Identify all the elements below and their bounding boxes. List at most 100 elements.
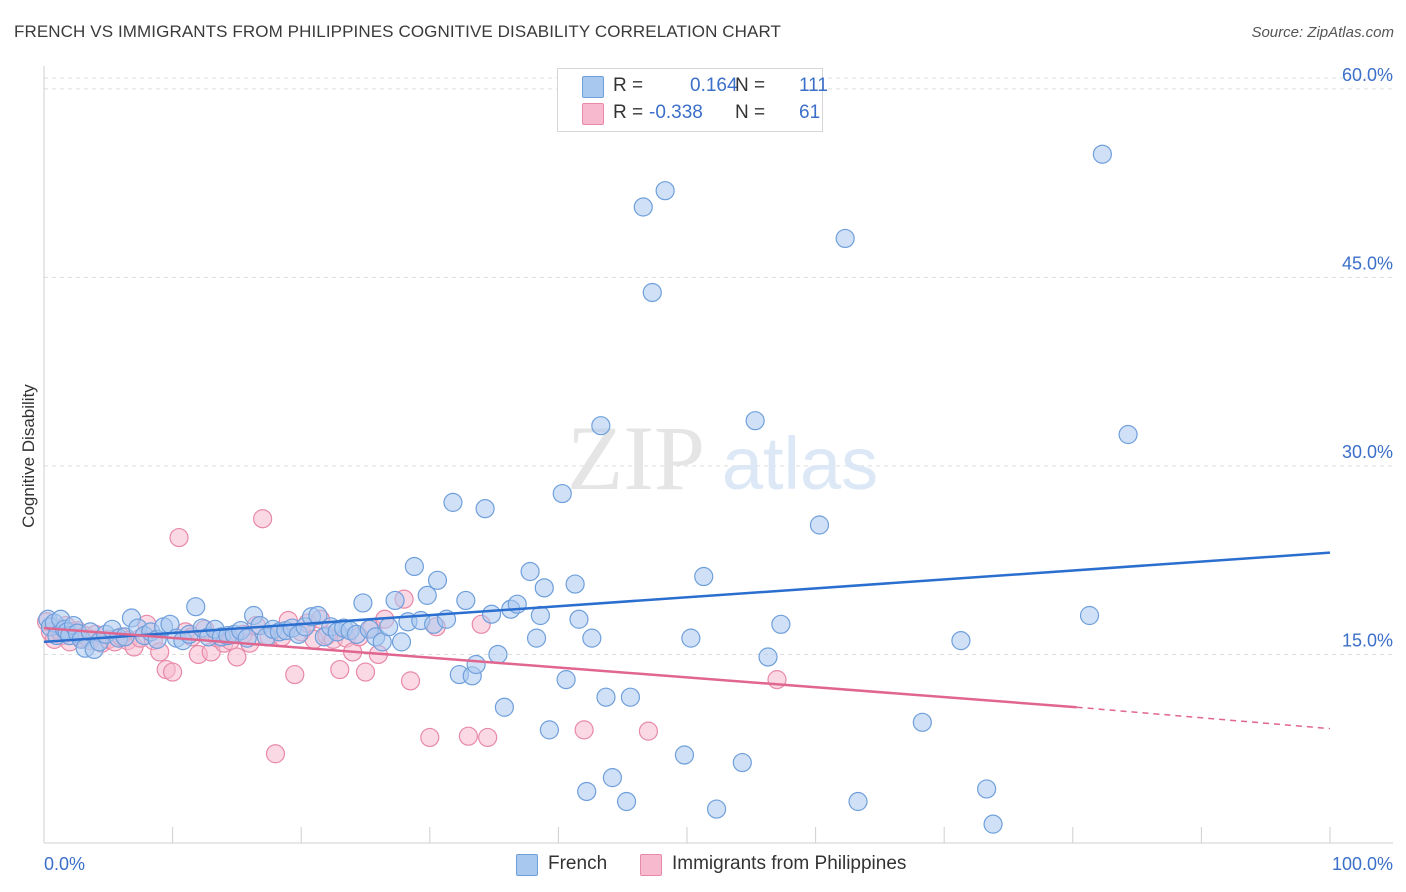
- bottom-legend-swatch-french: [516, 854, 538, 876]
- french-point: [443, 492, 463, 512]
- french-point: [569, 609, 589, 629]
- philippines-point: [638, 721, 659, 741]
- french-trend-line: [43, 551, 1331, 644]
- y-tick-label: 45.0%: [1342, 253, 1393, 273]
- french-point: [539, 720, 559, 740]
- philippines-point: [285, 664, 305, 685]
- philippines-trend-line: [43, 626, 1077, 709]
- french-point: [706, 799, 727, 819]
- french-point: [456, 590, 476, 611]
- french-point: [404, 556, 424, 577]
- french-point: [620, 687, 641, 707]
- correlation-legend: R = 0.164 N = 111 R = -0.338 N = 61: [557, 68, 828, 132]
- french-point: [758, 647, 778, 667]
- y-tick-label: 60.0%: [1342, 65, 1393, 85]
- french-point: [602, 768, 623, 788]
- y-axis-label: Cognitive Disability: [19, 384, 38, 528]
- french-point: [475, 499, 495, 519]
- french-point: [552, 483, 572, 504]
- french-point: [385, 590, 405, 611]
- french-point: [526, 628, 547, 648]
- philippines-point: [355, 662, 376, 682]
- legend-r-value-philippines: -0.338: [649, 102, 703, 123]
- bottom-legend-label-french: French: [548, 853, 608, 874]
- bottom-legend-swatch-philippines: [640, 854, 662, 876]
- french-point: [565, 574, 585, 594]
- french-point: [391, 632, 412, 652]
- tick-labels: 15.0% 30.0% 45.0% 60.0% 0.0% 100.0%: [44, 65, 1393, 874]
- french-point: [556, 670, 576, 690]
- philippines-point: [330, 659, 350, 680]
- french-point: [835, 228, 855, 249]
- french-point: [308, 605, 328, 626]
- x-tick-label: 0.0%: [44, 854, 85, 874]
- french-point: [1092, 144, 1112, 164]
- legend-n-value-philippines: 61: [799, 102, 821, 123]
- philippines-point: [169, 527, 189, 548]
- y-tick-label: 30.0%: [1342, 442, 1393, 462]
- french-point: [417, 585, 437, 605]
- legend-swatch-french: [582, 76, 604, 98]
- french-point: [520, 561, 540, 582]
- french-point: [1079, 605, 1100, 626]
- philippines-point: [478, 727, 498, 748]
- bottom-legend-label-philippines: Immigrants from Philippines: [672, 853, 907, 874]
- french-point: [534, 578, 554, 598]
- trend-lines: [43, 551, 1331, 730]
- philippines-point: [574, 720, 594, 740]
- french-point: [633, 197, 653, 217]
- french-point: [591, 416, 611, 436]
- french-point: [577, 781, 597, 802]
- french-point: [681, 628, 701, 648]
- legend-r-value-french: 0.164: [690, 75, 738, 96]
- french-point: [674, 745, 695, 765]
- french-point: [582, 628, 602, 648]
- french-point: [616, 791, 637, 812]
- french-point: [745, 411, 765, 431]
- french-point: [481, 604, 502, 624]
- philippines-point: [458, 726, 478, 746]
- french-point: [951, 631, 971, 651]
- french-point: [379, 617, 399, 637]
- french-point: [912, 712, 932, 732]
- french-point: [809, 515, 830, 535]
- x-tick-label: 100.0%: [1332, 854, 1393, 874]
- french-point: [1118, 424, 1138, 445]
- french-point: [353, 593, 373, 613]
- legend-n-label: N =: [735, 75, 766, 96]
- legend-r-label: R =: [613, 102, 644, 123]
- watermark-atlas: atlas: [722, 422, 878, 505]
- french-point: [732, 752, 752, 773]
- source-label: Source: ZipAtlas.com: [1251, 24, 1394, 41]
- french-point: [186, 597, 206, 617]
- philippines-point: [253, 509, 273, 529]
- french-point: [596, 687, 616, 707]
- french-point: [488, 644, 508, 665]
- french-point: [694, 566, 714, 587]
- legend-r-label: R =: [613, 75, 644, 96]
- french-point: [848, 791, 868, 812]
- philippines-point: [420, 727, 440, 748]
- french-point: [642, 282, 662, 303]
- watermark-zip: ZIP: [567, 407, 705, 509]
- legend-swatch-philippines: [582, 103, 604, 125]
- french-point: [977, 779, 997, 799]
- philippines-point: [227, 647, 247, 667]
- french-point: [494, 697, 514, 717]
- philippines-point: [265, 744, 286, 764]
- french-point: [530, 605, 550, 626]
- philippines-point: [400, 671, 421, 691]
- chart-title: FRENCH VS IMMIGRANTS FROM PHILIPPINES CO…: [14, 22, 782, 41]
- french-point: [427, 570, 448, 590]
- philippines-trend-extension: [1076, 706, 1331, 730]
- philippines-point: [163, 662, 183, 682]
- axes: [43, 66, 1393, 844]
- legend-n-label: N =: [735, 102, 766, 123]
- french-point: [983, 814, 1003, 834]
- gridlines: [44, 77, 1393, 655]
- french-point: [466, 654, 486, 675]
- y-tick-label: 15.0%: [1342, 630, 1393, 650]
- french-point: [655, 181, 675, 201]
- french-point: [771, 614, 791, 634]
